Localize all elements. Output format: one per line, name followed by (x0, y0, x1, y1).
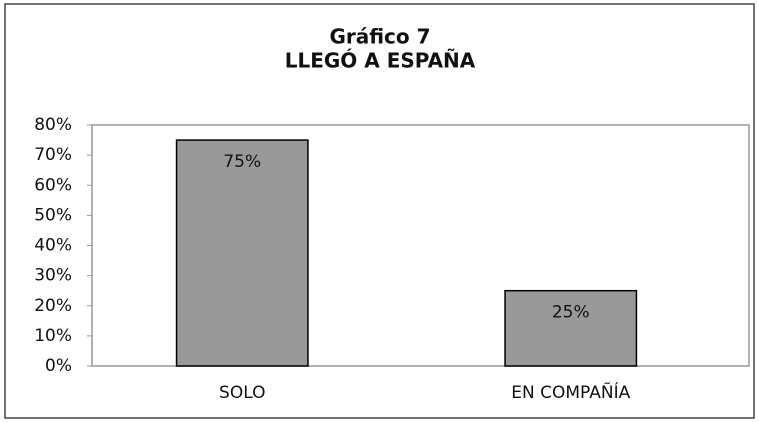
y-tick-label: 50% (34, 205, 72, 225)
y-tick-label: 80% (34, 115, 72, 135)
chart-subtitle: LLEGÓ A ESPAÑA (285, 49, 476, 73)
x-tick-label: EN COMPAÑÍA (511, 381, 630, 403)
bar (504, 289, 638, 367)
y-tick-label: 70% (34, 145, 72, 165)
y-tick-label: 60% (34, 175, 72, 195)
value-label: 75% (223, 152, 261, 172)
y-tick-label: 40% (34, 236, 72, 256)
y-tick-label: 30% (34, 266, 72, 286)
y-tick-label: 10% (34, 326, 72, 346)
outer-border (4, 3, 755, 419)
y-tick-label: 20% (34, 296, 72, 316)
chart-title: Gráfico 7 (329, 25, 430, 49)
value-label: 25% (552, 303, 590, 323)
bar (175, 139, 309, 367)
y-tick-label: 0% (45, 356, 72, 376)
x-tick-label: SOLO (219, 383, 265, 403)
